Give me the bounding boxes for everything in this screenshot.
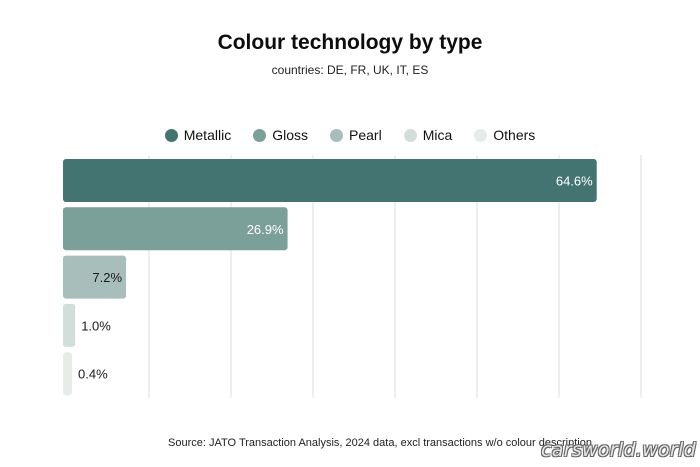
- legend-swatch: [164, 128, 178, 142]
- legend-item-gloss: Gloss: [253, 127, 308, 143]
- bar-value-label: 7.2%: [92, 270, 122, 285]
- watermark: carsworld.world: [541, 439, 696, 461]
- legend-label: Gloss: [272, 127, 308, 143]
- bar-value-label: 26.9%: [247, 222, 284, 237]
- legend-label: Others: [493, 127, 536, 143]
- bar-value-label: 1.0%: [81, 318, 111, 333]
- legend-swatch: [474, 128, 488, 142]
- bar-metallic: [63, 159, 597, 202]
- legend-label: Metallic: [183, 127, 232, 143]
- bar-value-label: 0.4%: [78, 367, 108, 382]
- legend-swatch: [403, 128, 417, 142]
- legend-swatch: [253, 128, 267, 142]
- bar-others: [63, 352, 72, 396]
- legend-item-pearl: Pearl: [330, 127, 382, 143]
- bar-value-label: 64.6%: [556, 174, 593, 189]
- source-note: Source: JATO Transaction Analysis, 2024 …: [168, 437, 592, 449]
- bar-pearl: [63, 255, 127, 299]
- legend-label: Mica: [422, 127, 453, 143]
- bar-gloss: [63, 207, 288, 251]
- bar-mica: [63, 303, 76, 347]
- chart-subtitle: countries: DE, FR, UK, IT, ES: [271, 63, 429, 77]
- legend-item-metallic: Metallic: [164, 127, 232, 143]
- legend-label: Pearl: [349, 127, 382, 143]
- legend-swatch: [330, 128, 343, 142]
- chart-title: Colour technology by type: [217, 31, 483, 54]
- legend-item-mica: Mica: [403, 127, 453, 143]
- chart-legend: Metallic Gloss Pearl Mica Others: [0, 127, 700, 143]
- legend-item-others: Others: [474, 127, 535, 143]
